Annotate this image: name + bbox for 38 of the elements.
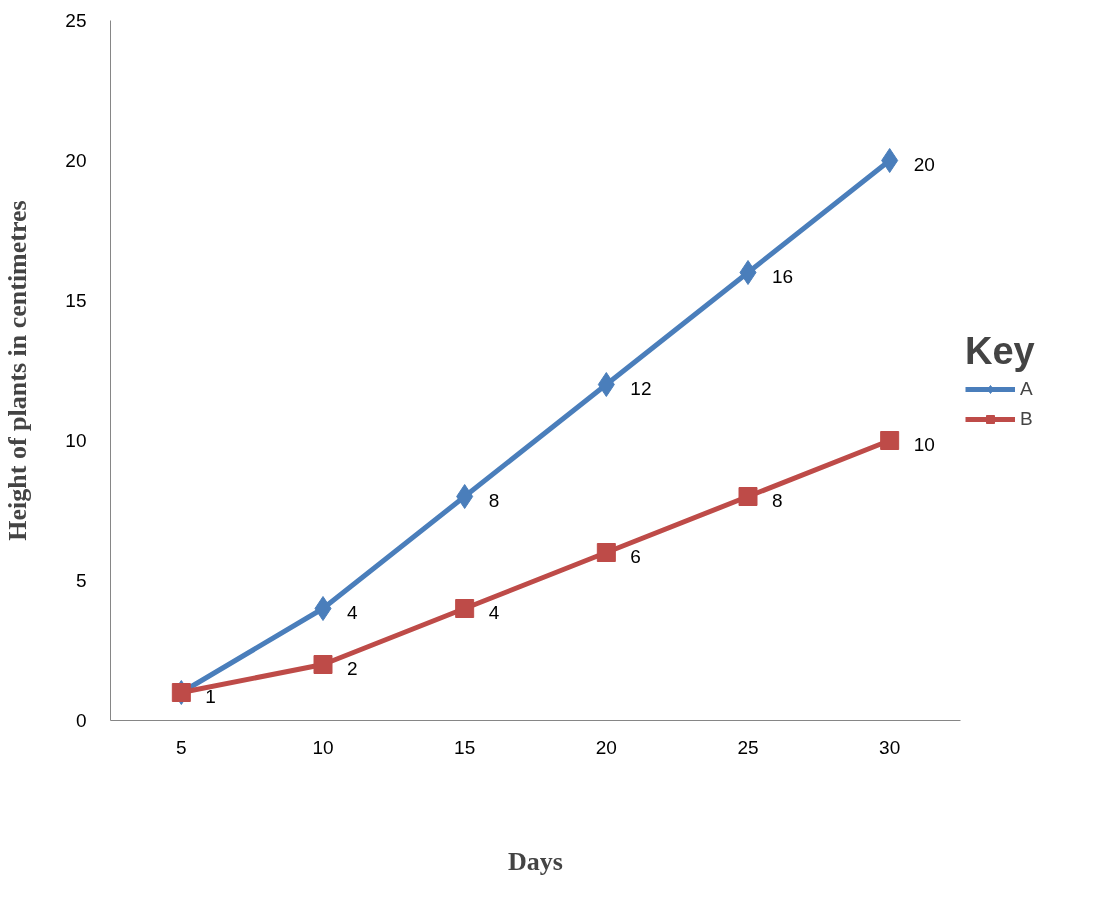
x-tick-label: 15 bbox=[454, 736, 476, 758]
data-label: 1 bbox=[205, 686, 216, 707]
point bbox=[738, 487, 758, 506]
legend-title: Key bbox=[965, 330, 1036, 373]
data-label: 2 bbox=[347, 658, 358, 679]
data-label: 4 bbox=[347, 602, 358, 623]
x-tick-label: 20 bbox=[595, 736, 617, 758]
x-axis-title: Days bbox=[508, 846, 563, 876]
x-tick-label: 5 bbox=[176, 736, 187, 758]
data-label: 6 bbox=[630, 546, 641, 567]
y-tick-label: 5 bbox=[75, 570, 87, 591]
y-axis-title: Height of plants in centimetres bbox=[3, 200, 33, 541]
x-tick-label: 25 bbox=[737, 736, 759, 758]
point bbox=[456, 484, 474, 509]
point bbox=[313, 655, 333, 674]
point bbox=[881, 148, 899, 173]
point bbox=[597, 372, 615, 397]
point bbox=[314, 596, 332, 621]
y-tick-label: 25 bbox=[65, 10, 87, 31]
data-label: 4 bbox=[488, 602, 500, 623]
y-tick-label: 10 bbox=[65, 430, 87, 451]
data-label: 20 bbox=[913, 154, 935, 175]
x-tick-label: 30 bbox=[879, 736, 901, 758]
data-label: 12 bbox=[630, 378, 652, 399]
y-tick-label: 0 bbox=[75, 710, 87, 731]
data-label: 10 bbox=[913, 434, 935, 455]
data-label: 8 bbox=[772, 490, 783, 511]
data-label: 16 bbox=[772, 266, 794, 287]
point bbox=[596, 543, 616, 562]
point bbox=[880, 431, 900, 450]
legend-label: B bbox=[1020, 408, 1034, 430]
y-tick-label: 15 bbox=[65, 290, 87, 311]
y-tick-label: 20 bbox=[65, 150, 87, 171]
point bbox=[455, 599, 475, 618]
x-tick-label: 10 bbox=[312, 736, 334, 758]
legend-label: A bbox=[1020, 378, 1034, 400]
point bbox=[739, 260, 757, 285]
data-label: 8 bbox=[488, 490, 500, 511]
